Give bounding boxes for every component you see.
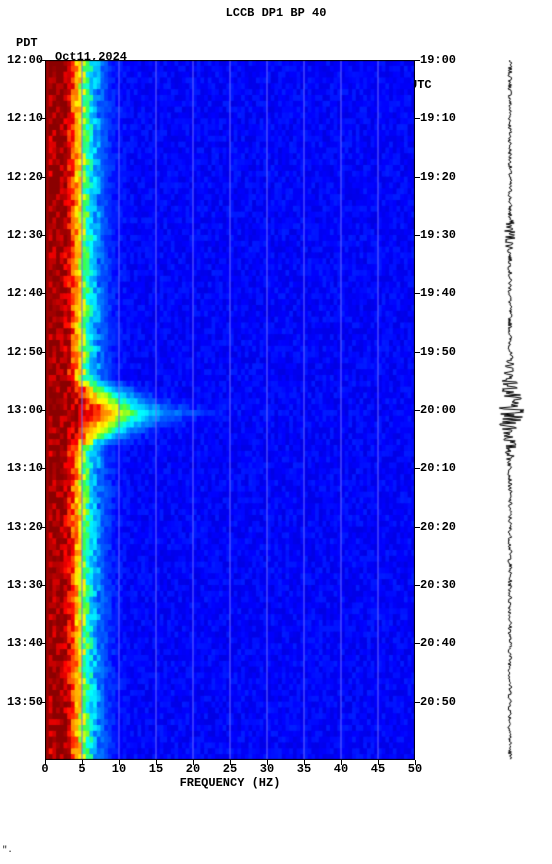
ytick-right: 19:00 bbox=[420, 53, 456, 67]
ytick-left: 12:40 bbox=[7, 286, 43, 300]
tz-left-label: PDT bbox=[16, 36, 38, 50]
x-axis-label: FREQUENCY (HZ) bbox=[45, 776, 415, 790]
waveform-strip bbox=[495, 60, 525, 760]
ytick-right: 20:30 bbox=[420, 578, 456, 592]
chart-title: LCCB DP1 BP 40 bbox=[0, 6, 552, 20]
ytick-right: 19:20 bbox=[420, 170, 456, 184]
footnote: ". bbox=[2, 845, 13, 855]
ytick-right: 20:40 bbox=[420, 636, 456, 650]
waveform-canvas bbox=[495, 60, 525, 760]
figure-root: LCCB DP1 BP 40 PDT Oct11,2024 Little Cho… bbox=[0, 0, 552, 864]
ytick-right: 19:40 bbox=[420, 286, 456, 300]
ytick-right: 20:20 bbox=[420, 520, 456, 534]
ytick-left: 12:20 bbox=[7, 170, 43, 184]
ytick-left: 13:30 bbox=[7, 578, 43, 592]
ytick-right: 19:50 bbox=[420, 345, 456, 359]
ytick-left: 12:50 bbox=[7, 345, 43, 359]
ytick-right: 20:00 bbox=[420, 403, 456, 417]
ytick-right: 20:10 bbox=[420, 461, 456, 475]
ytick-right: 19:10 bbox=[420, 111, 456, 125]
ytick-right: 20:50 bbox=[420, 695, 456, 709]
ytick-left: 13:40 bbox=[7, 636, 43, 650]
spectrogram-plot bbox=[45, 60, 415, 760]
ytick-right: 19:30 bbox=[420, 228, 456, 242]
ytick-left: 12:30 bbox=[7, 228, 43, 242]
ytick-left: 13:10 bbox=[7, 461, 43, 475]
ytick-left: 13:20 bbox=[7, 520, 43, 534]
ytick-left: 12:00 bbox=[7, 53, 43, 67]
ytick-left: 13:50 bbox=[7, 695, 43, 709]
ytick-left: 13:00 bbox=[7, 403, 43, 417]
ytick-left: 12:10 bbox=[7, 111, 43, 125]
spectrogram-canvas bbox=[45, 60, 415, 760]
